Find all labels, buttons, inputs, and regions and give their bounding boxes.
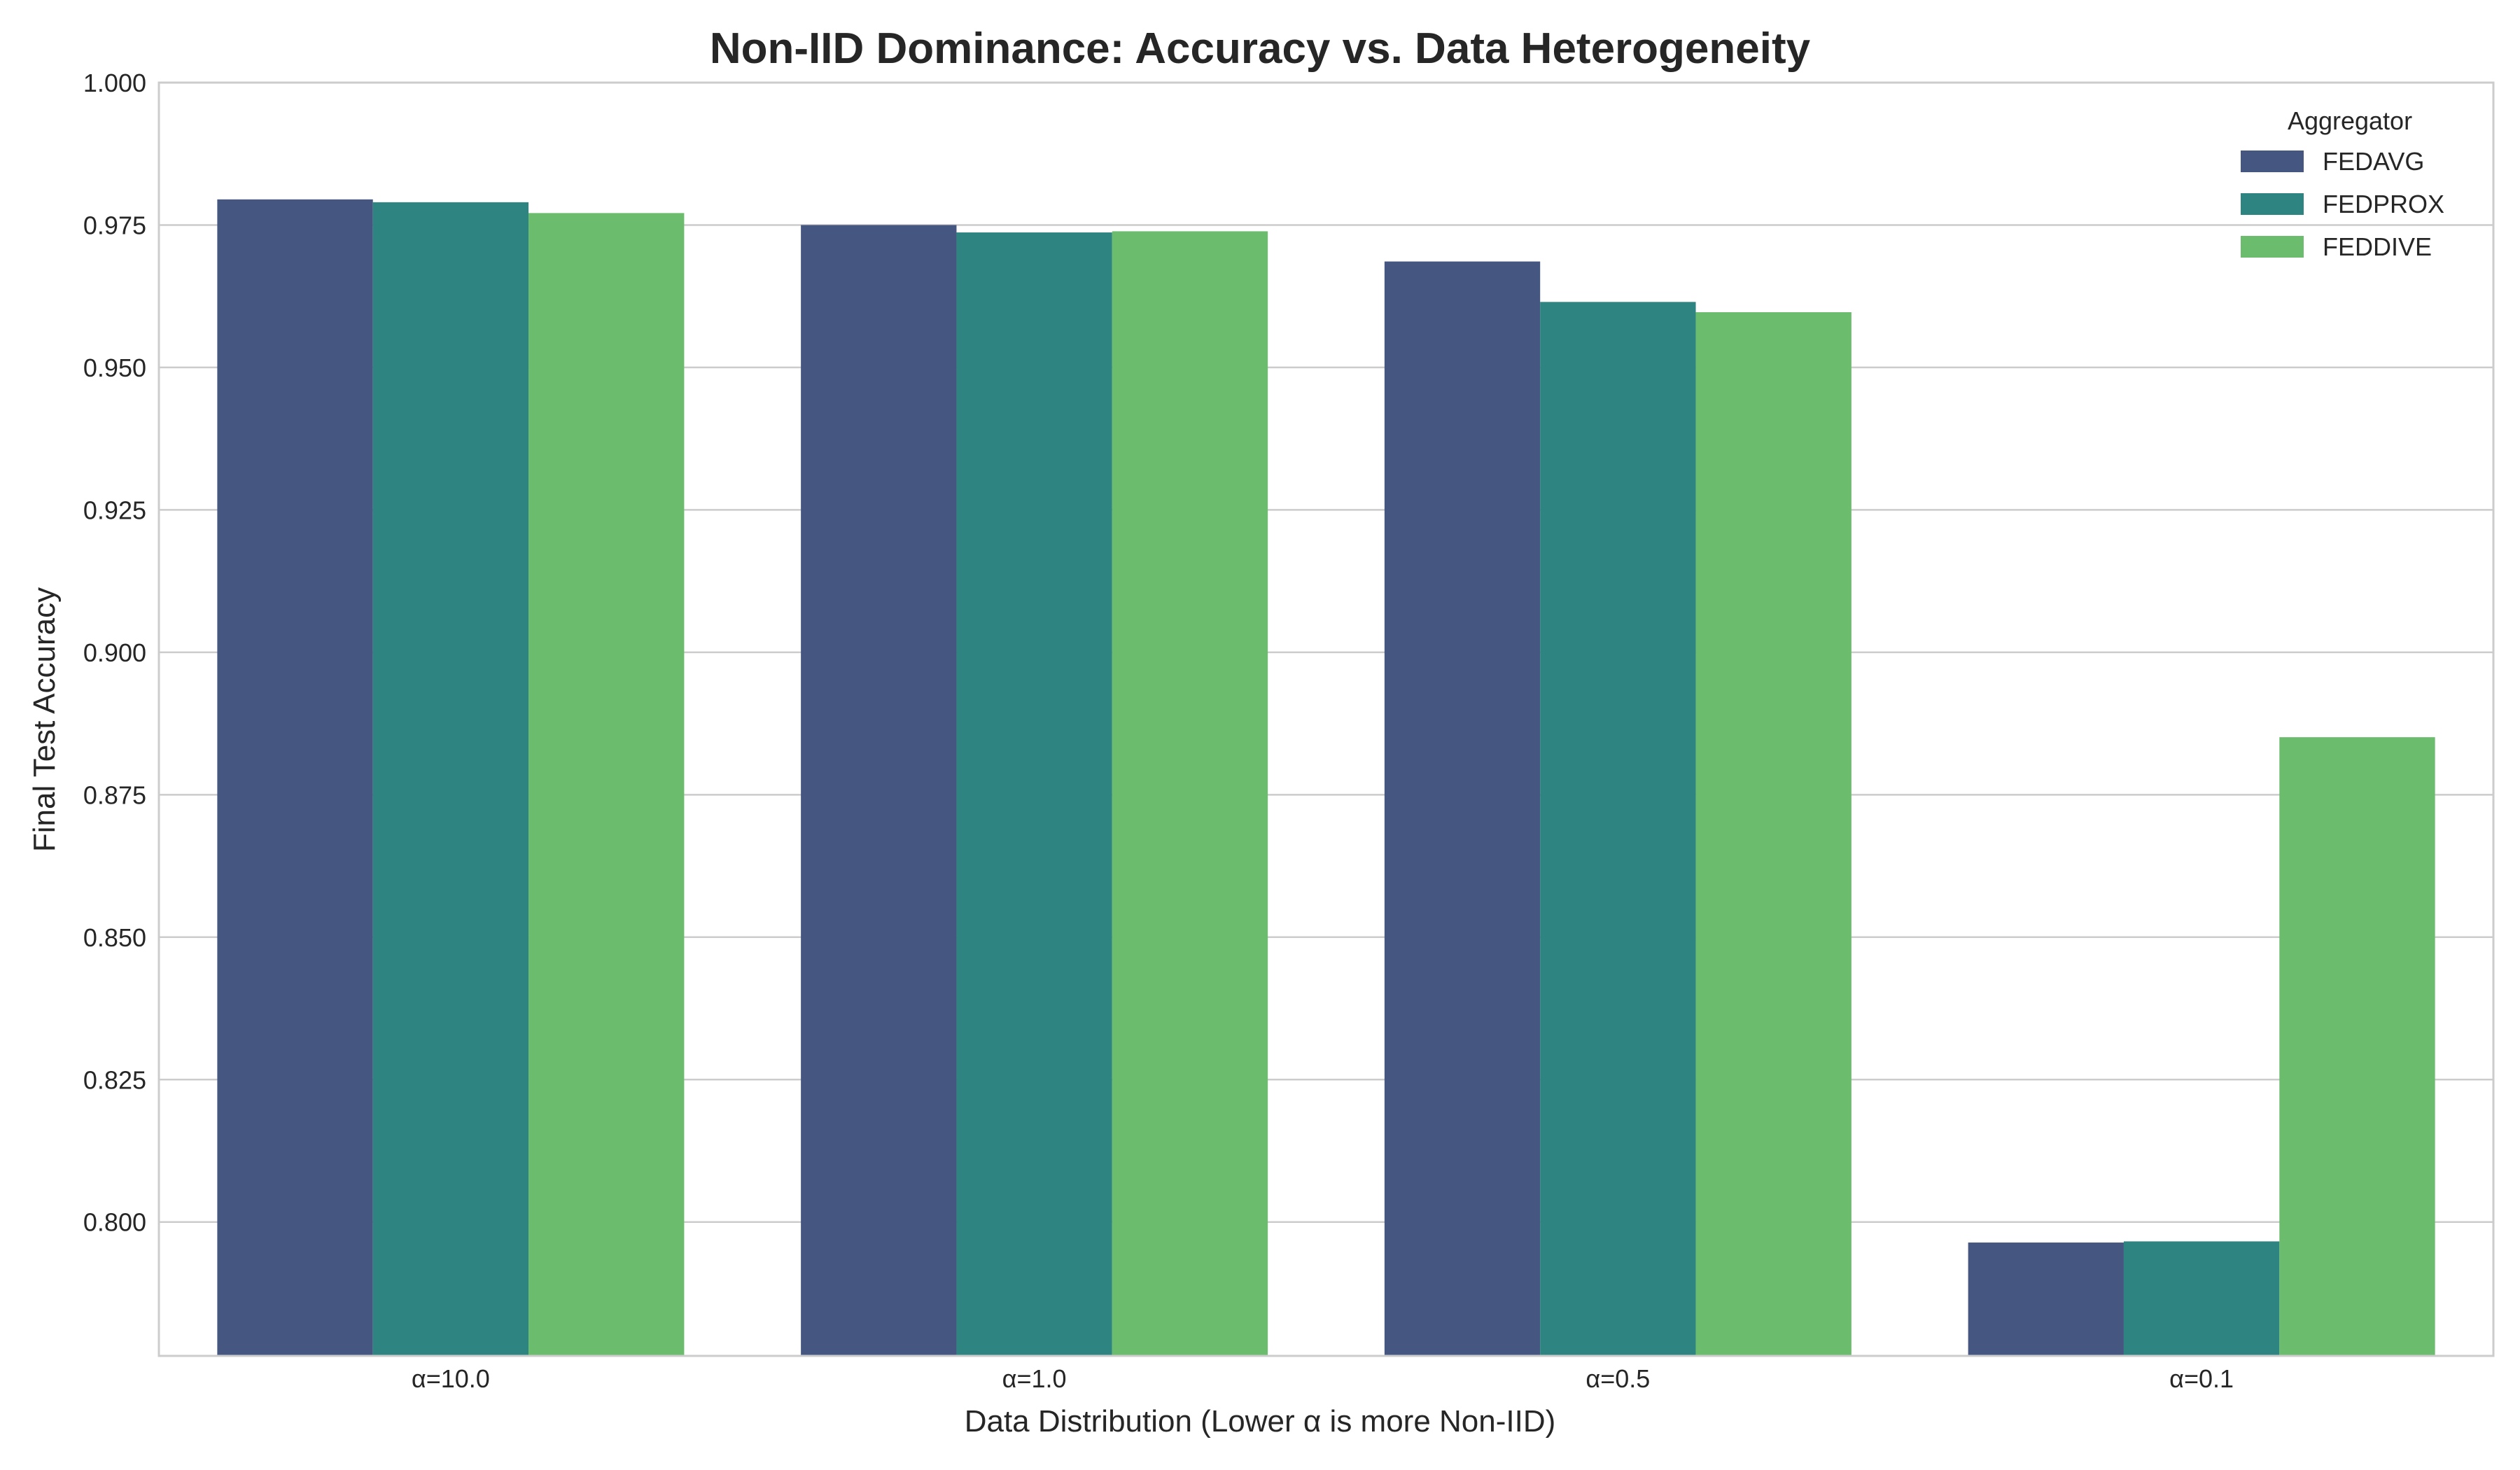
legend-label-fedavg: FEDAVG xyxy=(2323,147,2424,176)
x-tick-labels: α=10.0 α=1.0 α=0.5 α=0.1 xyxy=(412,1364,2234,1393)
bar-fedprox-0 xyxy=(372,202,529,1357)
x-tick-label: α=0.5 xyxy=(1586,1364,1650,1393)
legend-label-feddive: FEDDIVE xyxy=(2323,232,2432,261)
y-tick-label: 0.825 xyxy=(83,1065,146,1094)
y-tick-label: 0.975 xyxy=(83,211,146,239)
bar-feddive-1 xyxy=(1112,231,1268,1356)
plot-frame xyxy=(158,81,2495,1357)
y-tick-label: 0.925 xyxy=(83,496,146,524)
legend-swatch-fedavg xyxy=(2241,150,2304,172)
y-tick-label: 0.875 xyxy=(83,780,146,809)
y-tick-labels: 1.000 0.975 0.950 0.925 0.900 0.875 0.850 0.825… xyxy=(83,69,146,1237)
x-tick-label: α=0.1 xyxy=(2169,1364,2234,1393)
bar-fedprox-1 xyxy=(956,232,1112,1357)
bar-fedavg-1 xyxy=(801,225,957,1357)
bar-fedavg-2 xyxy=(1384,261,1541,1356)
bar-fedprox-3 xyxy=(2123,1241,2280,1356)
legend-swatch-fedprox xyxy=(2241,193,2304,215)
y-tick-label: 1.000 xyxy=(83,69,146,97)
legend-title: Aggregator xyxy=(2288,106,2412,135)
bar-fedavg-3 xyxy=(1968,1242,2124,1356)
y-tick-label: 0.950 xyxy=(83,354,146,382)
x-axis-label: Data Distribution (Lower α is more Non-I… xyxy=(965,1404,1556,1438)
legend: Aggregator FEDAVG FEDPROX FEDDIVE xyxy=(2241,106,2444,261)
x-tick-label: α=10.0 xyxy=(412,1364,490,1393)
x-tick-label: α=1.0 xyxy=(1002,1364,1067,1393)
legend-label-fedprox: FEDPROX xyxy=(2323,190,2444,218)
bars xyxy=(217,199,2435,1357)
y-tick-label: 0.900 xyxy=(83,638,146,667)
legend-swatch-feddive xyxy=(2241,236,2304,258)
y-axis-label: Final Test Accuracy xyxy=(27,587,62,852)
bar-feddive-0 xyxy=(528,213,685,1357)
y-tick-label: 0.800 xyxy=(83,1208,146,1237)
bar-feddive-2 xyxy=(1695,312,1851,1356)
bar-feddive-3 xyxy=(2279,737,2435,1356)
bar-fedavg-0 xyxy=(217,199,373,1357)
y-tick-label: 0.850 xyxy=(83,923,146,952)
chart-title: Non-IID Dominance: Accuracy vs. Data Het… xyxy=(710,24,1811,73)
bar-fedprox-2 xyxy=(1540,302,1696,1356)
